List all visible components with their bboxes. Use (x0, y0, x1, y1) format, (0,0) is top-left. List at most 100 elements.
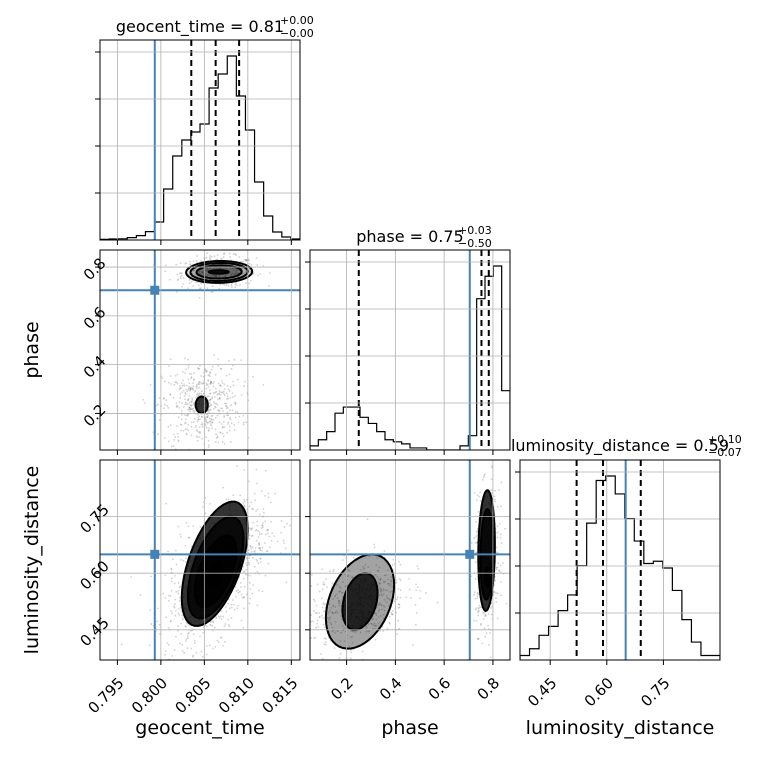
scatter-geocent-time-vs-phase-point-1-195 (193, 417, 196, 420)
scatter-geocent-time-vs-phase-point-1-58 (196, 439, 199, 442)
scatter-geocent-time-vs-phase-point-1-157 (189, 408, 192, 411)
scatter-geocent-time-vs-luminosity-distance-point-0-203 (243, 469, 246, 471)
scatter-geocent-time-vs-luminosity-distance-point-0-408 (262, 522, 264, 525)
scatter-phase-vs-luminosity-distance-point-1-483 (496, 531, 499, 534)
scatter-geocent-time-vs-luminosity-distance-point-0-178 (248, 537, 251, 540)
scatter-geocent-time-vs-luminosity-distance-point-0-287 (256, 482, 259, 485)
scatter-geocent-time-vs-phase-point-0-364 (216, 275, 218, 277)
scatter-geocent-time-vs-phase-point-1-8 (186, 390, 189, 393)
scatter-phase-vs-luminosity-distance-point-0-181 (332, 570, 335, 572)
scatter-phase-vs-luminosity-distance-point-0-378 (375, 624, 378, 627)
scatter-phase-vs-luminosity-distance-point-0-23 (324, 643, 327, 646)
scatter-geocent-time-vs-luminosity-distance-point-0-8 (243, 596, 245, 599)
scatter-geocent-time-vs-luminosity-distance-point-0-159 (188, 624, 190, 627)
scatter-phase-vs-luminosity-distance-point-0-276 (344, 585, 347, 588)
scatter-geocent-time-vs-phase-point-1-152 (210, 417, 213, 420)
scatter-phase-vs-luminosity-distance-point-0-134 (316, 583, 319, 586)
scatter-geocent-time-vs-phase-point-0-259 (201, 271, 204, 274)
scatter-geocent-time-vs-luminosity-distance-point-0-477 (156, 620, 158, 623)
scatter-phase-vs-luminosity-distance-contour-2 (483, 566, 492, 588)
scatter-phase-vs-luminosity-distance-xtick-label-0: 0.2 (327, 674, 357, 704)
scatter-phase-vs-luminosity-distance-point-0-347 (353, 631, 356, 633)
scatter-geocent-time-vs-luminosity-distance-point-0-663 (251, 534, 254, 537)
scatter-geocent-time-vs-luminosity-distance-point-0-242 (243, 498, 245, 501)
scatter-geocent-time-vs-luminosity-distance-point-0-288 (256, 508, 259, 511)
scatter-geocent-time-vs-phase-point-1-194 (205, 427, 208, 429)
scatter-geocent-time-vs-phase-point-0-380 (213, 255, 216, 257)
scatter-geocent-time-vs-phase-point-0-233 (220, 257, 223, 260)
scatter-phase-vs-luminosity-distance-point-0-536 (377, 616, 380, 618)
scatter-geocent-time-vs-luminosity-distance-point-0-399 (139, 594, 142, 596)
scatter-geocent-time-vs-phase-point-1-218 (149, 383, 152, 386)
scatter-geocent-time-vs-luminosity-distance-point-0-31 (202, 631, 205, 634)
scatter-geocent-time-vs-phase-point-1-371 (209, 398, 212, 401)
scatter-geocent-time-vs-phase-point-0-399 (208, 256, 211, 259)
scatter-geocent-time-vs-luminosity-distance-point-0-361 (216, 639, 219, 642)
scatter-phase-vs-luminosity-distance-point-0-98 (341, 591, 344, 594)
scatter-geocent-time-vs-phase-point-0-411 (240, 267, 243, 270)
scatter-geocent-time-vs-luminosity-distance-point-0-336 (158, 623, 161, 626)
scatter-geocent-time-vs-luminosity-distance-point-0-57 (120, 643, 123, 646)
scatter-geocent-time-vs-phase-point-1-248 (223, 414, 226, 417)
scatter-phase-vs-luminosity-distance-point-0-80 (361, 650, 364, 653)
scatter-geocent-time-vs-luminosity-distance-point-0-930 (246, 499, 248, 501)
scatter-phase-vs-luminosity-distance-point-0-456 (416, 565, 419, 567)
scatter-geocent-time-vs-phase-point-0-441 (213, 275, 216, 278)
scatter-geocent-time-vs-luminosity-distance-frame (99, 459, 301, 661)
scatter-phase-vs-luminosity-distance-point-1-140 (483, 473, 486, 476)
scatter-phase-vs-luminosity-distance-point-0-389 (315, 626, 318, 629)
scatter-geocent-time-vs-luminosity-distance-point-0-457 (268, 546, 271, 549)
scatter-phase-vs-luminosity-distance-point-0-251 (409, 597, 412, 600)
scatter-geocent-time-vs-luminosity-distance-point-0-545 (169, 595, 172, 597)
scatter-geocent-time-vs-phase-point-1-213 (196, 429, 199, 432)
scatter-geocent-time-vs-phase-point-0-498 (206, 274, 209, 276)
scatter-geocent-time-vs-phase-point-1-487 (212, 382, 214, 385)
scatter-phase-vs-luminosity-distance-point-0-445 (325, 661, 327, 663)
scatter-geocent-time-vs-phase-point-1-220 (172, 445, 175, 448)
scatter-geocent-time-vs-phase-point-1-228 (201, 423, 204, 426)
scatter-geocent-time-vs-luminosity-distance-point-0-758 (268, 535, 271, 538)
scatter-geocent-time-vs-phase-point-1-381 (185, 384, 188, 387)
scatter-geocent-time-vs-phase-point-0-192 (214, 274, 217, 277)
scatter-geocent-time-vs-phase-point-1-346 (197, 416, 200, 419)
scatter-geocent-time-vs-phase-point-0-453 (236, 269, 238, 272)
scatter-phase-vs-luminosity-distance-point-0-450 (288, 603, 290, 605)
scatter-phase-vs-luminosity-distance-point-0-424 (390, 613, 393, 616)
scatter-phase-vs-luminosity-distance-point-0-155 (391, 564, 394, 567)
scatter-geocent-time-vs-phase-point-1-154 (205, 421, 208, 424)
scatter-geocent-time-vs-phase-point-1-97 (174, 381, 177, 384)
scatter-phase-vs-luminosity-distance-point-0-466 (370, 622, 373, 625)
scatter-geocent-time-vs-luminosity-distance-point-0-379 (184, 544, 187, 547)
scatter-phase-vs-luminosity-distance-point-1-184 (483, 452, 485, 454)
scatter-geocent-time-vs-phase-point-1-378 (197, 381, 200, 383)
scatter-geocent-time-vs-phase-point-0-407 (233, 272, 235, 275)
scatter-phase-vs-luminosity-distance-point-0-415 (408, 588, 411, 591)
scatter-geocent-time-vs-phase-point-0-256 (225, 273, 228, 276)
scatter-geocent-time-vs-phase-point-1-458 (179, 397, 182, 399)
scatter-phase-vs-luminosity-distance-point-1-4 (476, 494, 479, 497)
scatter-phase-vs-luminosity-distance-point-0-502 (379, 630, 381, 632)
scatter-geocent-time-vs-phase-point-1-204 (167, 440, 170, 443)
scatter-phase-vs-luminosity-distance-point-0-262 (388, 598, 391, 601)
scatter-phase-vs-luminosity-distance-point-0-19 (390, 576, 392, 579)
scatter-geocent-time-vs-luminosity-distance-point-0-721 (170, 580, 173, 583)
scatter-phase-vs-luminosity-distance-point-1-261 (479, 606, 482, 609)
scatter-phase-vs-luminosity-distance-point-1-7 (477, 614, 480, 617)
scatter-geocent-time-vs-luminosity-distance-point-0-616 (132, 686, 134, 688)
scatter-phase-vs-luminosity-distance-point-0-308 (337, 599, 340, 602)
scatter-geocent-time-vs-phase-point-1-211 (200, 423, 203, 426)
scatter-geocent-time-vs-luminosity-distance-point-0-338 (184, 625, 187, 627)
scatter-phase-vs-luminosity-distance-point-0-42 (378, 594, 381, 597)
scatter-phase-vs-luminosity-distance-point-0-157 (316, 622, 319, 625)
scatter-geocent-time-vs-phase-point-1-27 (200, 415, 203, 418)
scatter-geocent-time-vs-phase-point-1-274 (218, 398, 221, 400)
scatter-geocent-time-vs-luminosity-distance-point-0-506 (247, 480, 250, 483)
scatter-phase-vs-luminosity-distance-point-0-198 (318, 612, 321, 615)
scatter-phase-vs-luminosity-distance-point-0-457 (389, 591, 392, 593)
scatter-phase-vs-luminosity-distance-point-0-182 (376, 570, 379, 572)
scatter-geocent-time-vs-phase-point-1-70 (182, 429, 185, 432)
scatter-geocent-time-vs-phase-point-1-230 (190, 377, 193, 379)
scatter-geocent-time-vs-phase-point-1-505 (178, 407, 181, 409)
scatter-geocent-time-vs-luminosity-distance-point-0-646 (259, 533, 261, 536)
